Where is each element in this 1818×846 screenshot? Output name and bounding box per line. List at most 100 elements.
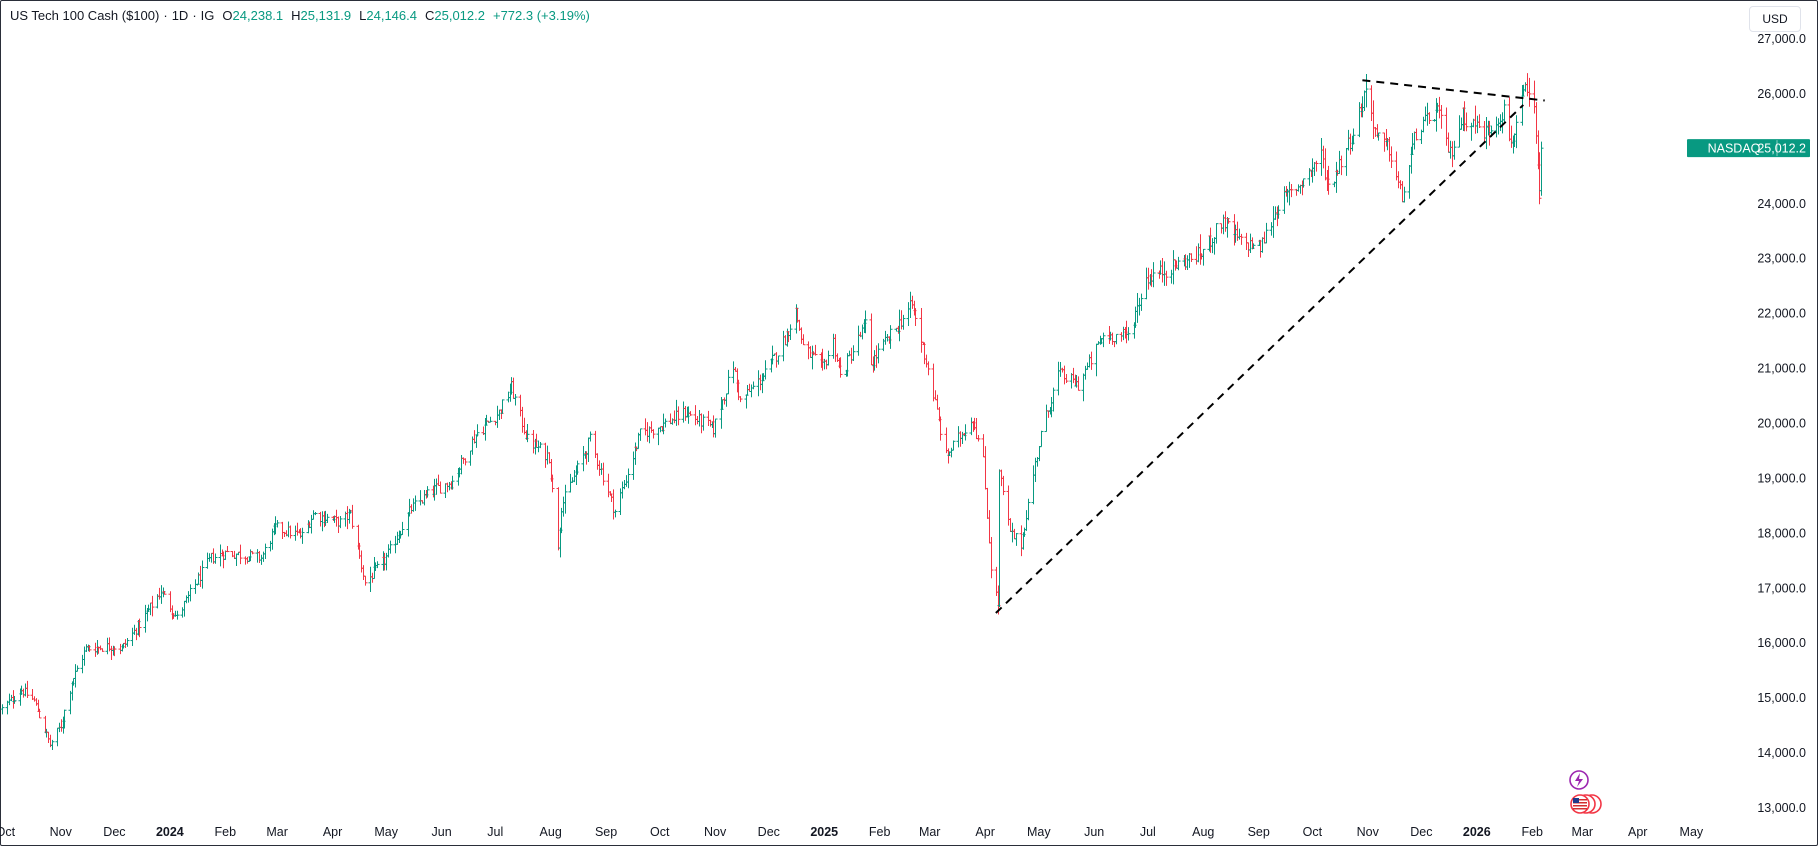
us-flag-icon [1570,794,1590,814]
ohlc-bar [1189,253,1194,262]
ohlc-bar [250,551,255,555]
us-flag-stripe [1573,808,1587,810]
ohlc-bar [1251,243,1256,249]
ohlc-bar [536,440,541,453]
ohlc-bar [1523,82,1528,92]
ohlc-bar [749,384,754,398]
ohlc-bar [243,556,248,565]
x-tick-label: May [1027,825,1051,839]
ohlc-bar [188,584,193,602]
ohlc-bar [320,511,325,532]
ohlc-bar [213,553,218,564]
ohlc-bar [1069,373,1074,389]
ohlc-bar [1062,365,1067,385]
ohlc-bar [1475,115,1480,134]
ohlc-bar [1051,387,1056,412]
ohlc-bar [1076,376,1081,391]
ohlc-bar [475,424,480,437]
us-flag-stripe [1573,805,1587,807]
ohlc-bar [888,325,893,349]
ohlc-bar [1144,267,1149,300]
ohlc-bar [1151,262,1156,288]
ohlc-bar [1362,90,1367,112]
ohlc-bar [1394,151,1399,181]
ohlc-bar [1119,332,1124,342]
ohlc-bar [62,709,67,729]
ohlc-bar [1450,141,1455,168]
ohlc-bar [1376,132,1381,141]
symbol-title[interactable]: US Tech 100 Cash ($100) [10,8,160,23]
ohlc-bar [626,468,631,489]
ohlc-bar [1484,116,1489,150]
ohlc-bar [1364,73,1369,108]
ohlc-bar [987,510,992,544]
x-tick-label: May [1680,825,1704,839]
ohlc-bar [300,527,305,544]
ohlc-bar [1087,354,1092,368]
x-tick-label: Aug [540,825,562,839]
ohlc-bar [681,401,686,423]
ohlc-bar [46,731,51,744]
ohlc-bar [1212,237,1217,255]
ohlc-bar [1344,148,1349,176]
ohlc-bar [182,600,187,617]
ohlc-bar [1407,164,1412,199]
ohlc-bar [1260,237,1265,253]
ohlc-bar [672,410,677,424]
ohlc-bar [1083,365,1088,380]
ohlc-bar [833,334,838,362]
ohlc-bar [563,484,568,514]
ohlc-bar [1477,114,1482,129]
ohlc-bar [869,313,874,366]
low-value: 24,146.4 [366,8,417,23]
ohlc-bar [196,572,201,585]
ohlc-bar [633,442,638,465]
ohlc-bar [1382,132,1387,152]
ohlc-bar [1321,145,1326,169]
ohlc-bar [137,618,142,638]
ohlc-bar [525,424,530,443]
currency-button[interactable]: USD [1749,6,1801,32]
ohlc-bar [919,307,924,353]
y-tick-label: 17,000.0 [1757,581,1806,595]
ohlc-bar [1089,351,1094,370]
high-label: H [291,8,301,23]
ohlc-bar [570,477,575,483]
ohlc-bar [983,446,988,490]
ohlc-bars [0,73,1544,751]
ohlc-bar [1185,255,1190,270]
ohlc-bar [413,495,418,511]
ohlc-bar [981,434,986,458]
ohlc-bar [418,490,423,506]
ohlc-bar [1502,99,1507,123]
ohlc-bar [1412,131,1417,150]
ohlc-bar [949,447,954,458]
y-tick-label: 18,000.0 [1757,526,1806,540]
trendline-support [995,104,1524,614]
ohlc-bar [531,430,536,454]
x-tick-label: Sep [1248,825,1270,839]
ohlc-bar [876,343,881,364]
ohlc-bar [556,487,561,551]
ohlc-bar [1248,233,1253,254]
ohlc-bar [713,418,718,438]
y-tick-label: 20,000.0 [1757,417,1806,431]
ohlc-bar [1448,140,1453,159]
ohlc-bar [80,654,85,674]
ohlc-bar [1400,181,1405,203]
ohlc-bar [200,560,205,589]
ohlc-bar [813,344,818,356]
ohlc-bar [30,689,35,700]
ohlc-bar [1507,97,1512,142]
ohlc-bar [1494,116,1499,138]
ohlc-bar [1282,186,1287,214]
x-tick-label: Jul [1140,825,1156,839]
ohlc-bar [1235,221,1240,241]
interval-label[interactable]: 1D [171,8,189,23]
ohlc-bar [849,347,854,364]
ohlc-bar [25,680,30,699]
x-tick-label: Nov [1357,825,1380,839]
ohlc-bar [974,418,979,440]
ohlc-bar [744,394,749,409]
